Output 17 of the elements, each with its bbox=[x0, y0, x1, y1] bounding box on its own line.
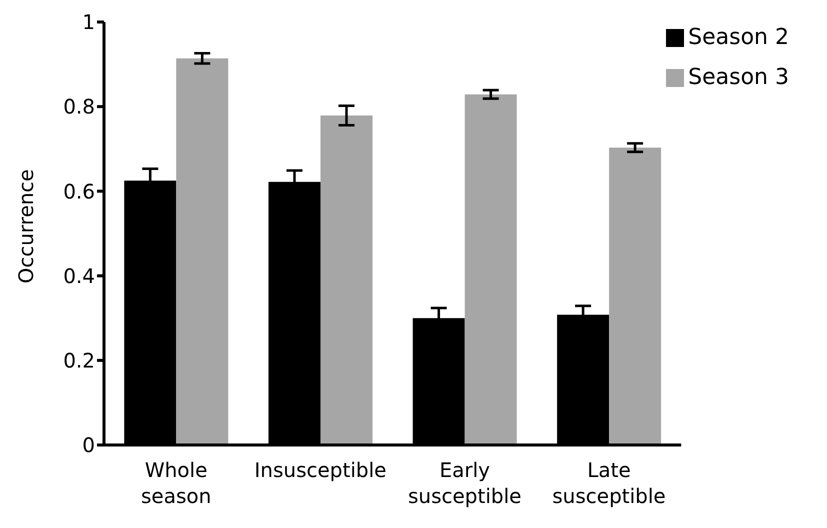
y-tick-label: 0.4 bbox=[63, 264, 95, 288]
bar bbox=[609, 148, 662, 445]
bar bbox=[176, 58, 228, 445]
legend-label: Season 3 bbox=[688, 65, 789, 90]
legend-label: Season 2 bbox=[688, 25, 789, 50]
bar bbox=[320, 115, 372, 445]
y-tick-label: 0.6 bbox=[63, 179, 95, 204]
x-tick-label: Late susceptible bbox=[552, 458, 666, 508]
y-tick-label: 0 bbox=[82, 433, 95, 458]
bar bbox=[464, 94, 517, 445]
y-tick-label: 0.2 bbox=[63, 348, 95, 372]
y-tick-label: 1 bbox=[82, 10, 95, 34]
x-tick-label: Early susceptible bbox=[408, 458, 522, 508]
y-axis-title: Occurrence bbox=[14, 169, 38, 284]
x-tick-label: Whole season bbox=[140, 458, 212, 508]
y-tick-label: 0.8 bbox=[63, 94, 95, 119]
x-tick-label: Insusceptible bbox=[254, 458, 386, 482]
